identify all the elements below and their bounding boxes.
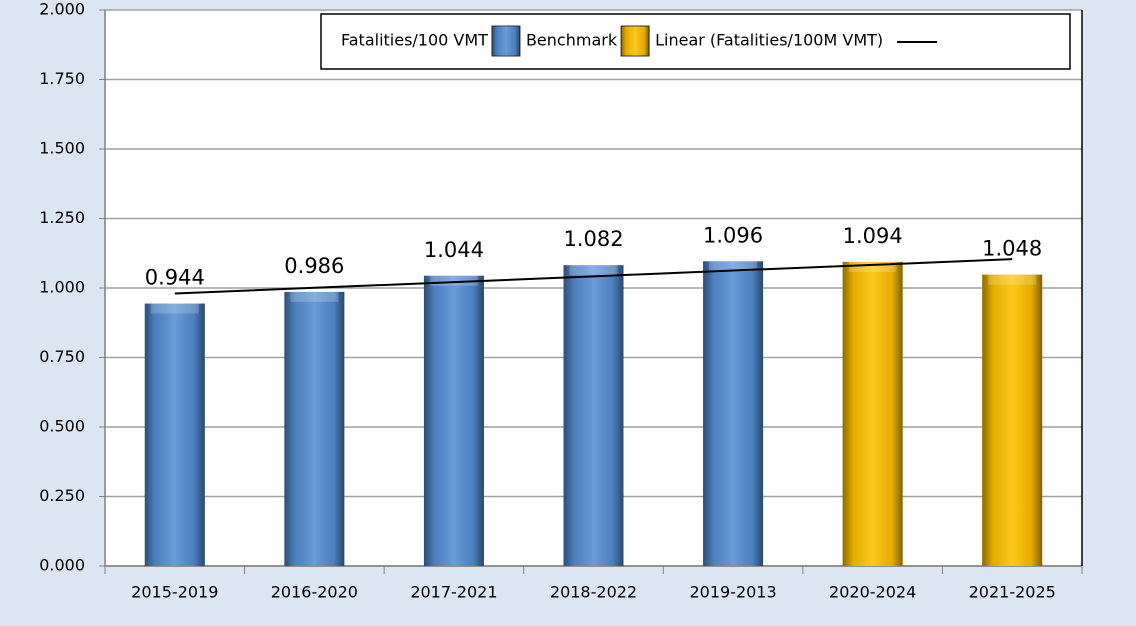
y-tick-label: 0.000 bbox=[39, 556, 85, 575]
bar-bevel bbox=[569, 265, 618, 276]
y-tick-label: 1.750 bbox=[39, 69, 85, 88]
data-label: 1.094 bbox=[843, 224, 903, 248]
y-tick-label: 1.000 bbox=[39, 278, 85, 297]
x-tick-label: 2021-2025 bbox=[969, 583, 1056, 602]
y-tick-label: 2.000 bbox=[39, 0, 85, 19]
x-tick-label: 2020-2024 bbox=[829, 583, 916, 602]
x-tick-label: 2016-2020 bbox=[271, 583, 358, 602]
bar-shade bbox=[563, 265, 624, 566]
bar-shade bbox=[982, 274, 1043, 566]
y-tick-label: 0.750 bbox=[39, 347, 85, 366]
x-tick-label: 2019-2013 bbox=[689, 583, 776, 602]
bar-bevel bbox=[290, 291, 339, 302]
data-label: 1.096 bbox=[703, 223, 763, 247]
bar-bevel bbox=[429, 275, 478, 286]
legend-label: Fatalities/100 VMT bbox=[341, 31, 488, 50]
legend-box bbox=[320, 13, 1071, 70]
trend-line bbox=[174, 258, 1013, 295]
bar-bevel bbox=[988, 274, 1037, 285]
data-label: 1.082 bbox=[563, 227, 623, 251]
bar-shade bbox=[284, 291, 345, 566]
y-tick-label: 1.250 bbox=[39, 208, 85, 227]
legend-swatch-shade bbox=[491, 26, 520, 56]
legend-swatch-shade bbox=[621, 26, 650, 56]
bar-bevel bbox=[848, 261, 897, 272]
bar-bevel bbox=[709, 261, 758, 272]
legend-label: Linear (Fatalities/100M VMT) bbox=[655, 31, 883, 50]
bar-shade bbox=[144, 303, 205, 566]
y-tick-label: 0.250 bbox=[39, 486, 85, 505]
y-tick-label: 0.500 bbox=[39, 417, 85, 436]
data-label: 0.986 bbox=[284, 254, 344, 278]
bar-shade bbox=[703, 261, 764, 566]
x-tick-label: 2015-2019 bbox=[131, 583, 218, 602]
x-tick-label: 2018-2022 bbox=[550, 583, 637, 602]
data-label: 0.944 bbox=[145, 266, 205, 290]
bar-shade bbox=[842, 261, 903, 566]
data-label: 1.044 bbox=[424, 238, 484, 262]
data-label: 1.048 bbox=[982, 237, 1042, 261]
bar-bevel bbox=[150, 303, 199, 314]
legend-label: Benchmark bbox=[526, 31, 618, 50]
x-tick-label: 2017-2021 bbox=[410, 583, 497, 602]
y-tick-label: 1.500 bbox=[39, 139, 85, 158]
bar-shade bbox=[423, 275, 484, 566]
